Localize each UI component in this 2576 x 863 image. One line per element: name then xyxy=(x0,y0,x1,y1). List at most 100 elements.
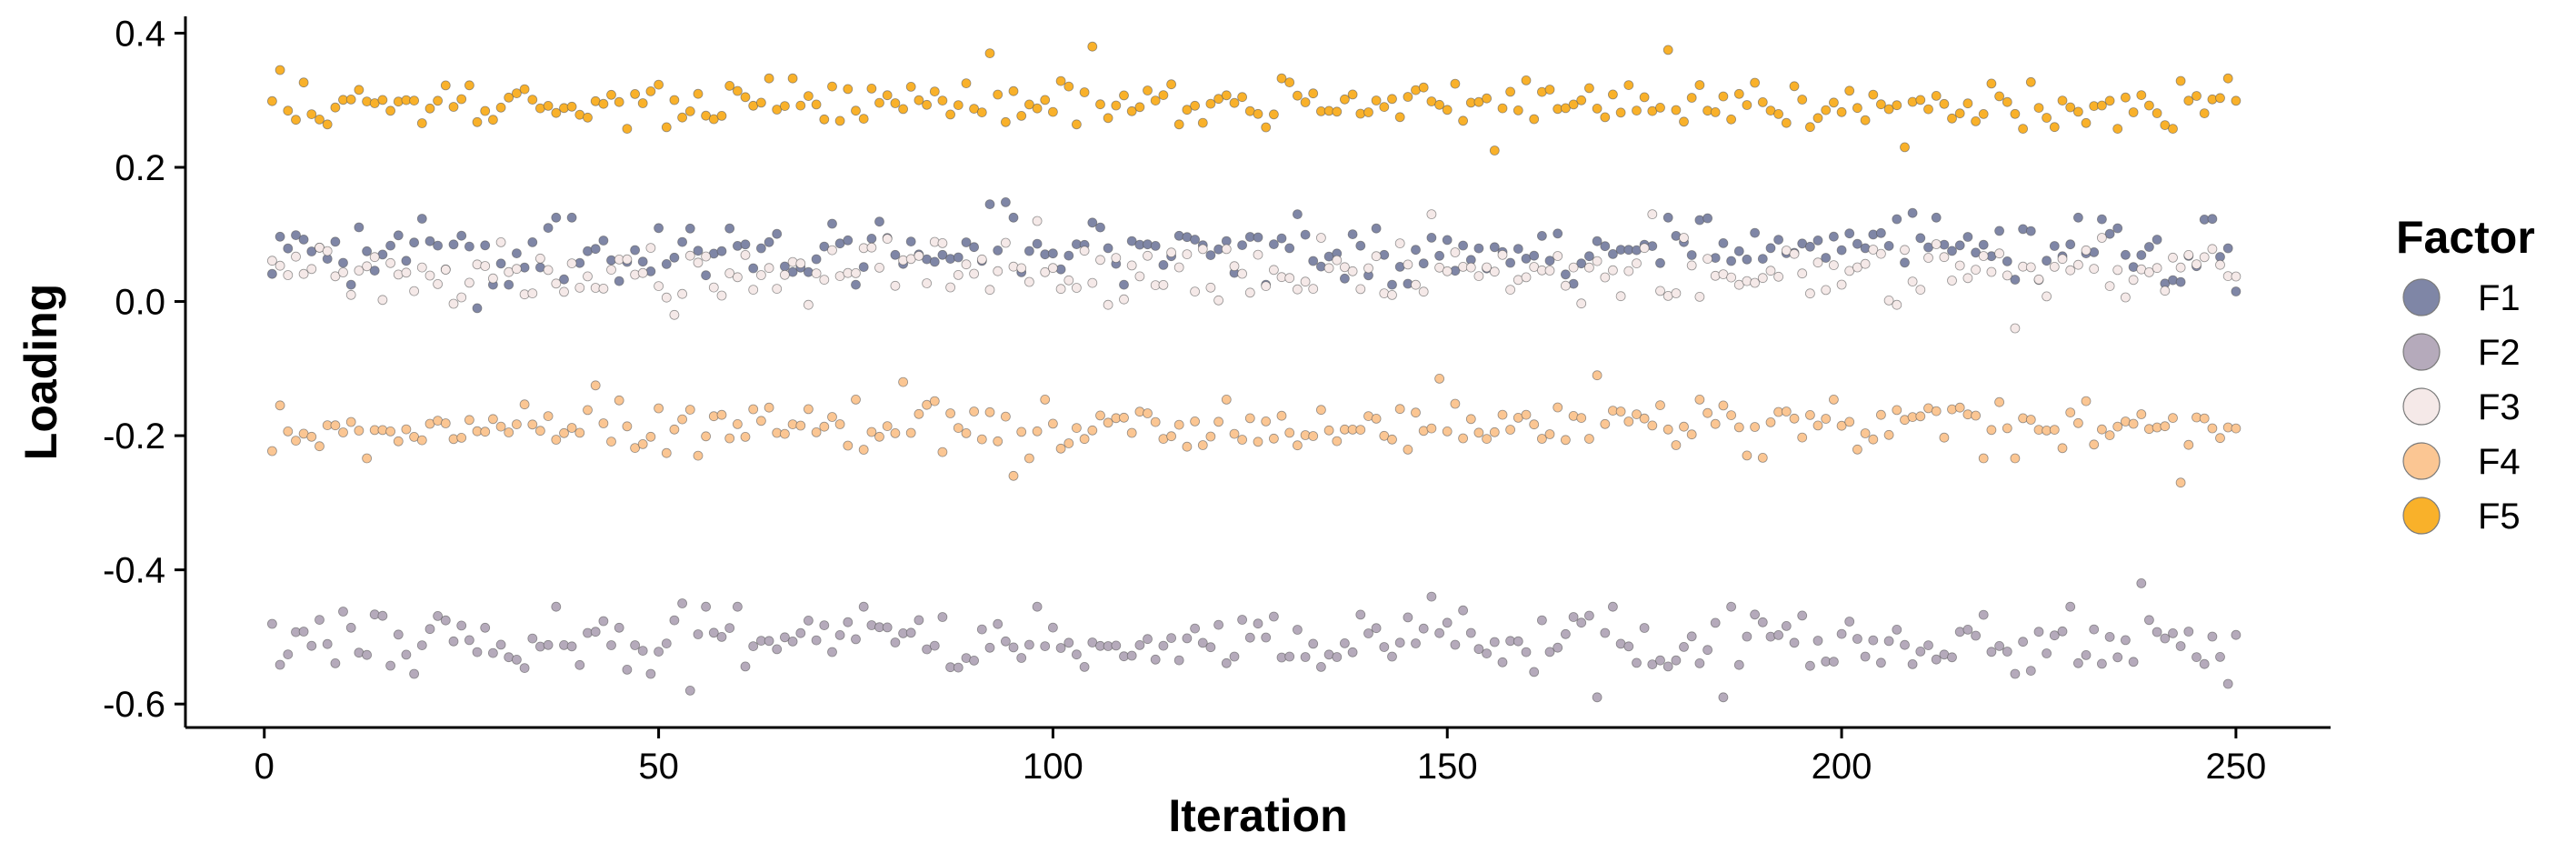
point-f3 xyxy=(527,288,538,299)
point-f1 xyxy=(2096,214,2107,225)
point-f3 xyxy=(1103,299,1113,310)
point-f1 xyxy=(851,279,861,290)
point-f5 xyxy=(2065,102,2076,113)
point-f3 xyxy=(1986,266,1997,277)
point-f1 xyxy=(2112,223,2123,234)
point-f2 xyxy=(1789,637,1800,648)
point-f3 xyxy=(2112,265,2123,276)
point-f3 xyxy=(922,278,932,288)
point-f1 xyxy=(1694,215,1705,226)
point-f4 xyxy=(480,426,491,437)
point-f2 xyxy=(1892,625,1902,635)
legend-title: Factor xyxy=(2396,212,2535,263)
point-f3 xyxy=(1900,245,1910,256)
point-f1 xyxy=(2152,235,2162,245)
point-f2 xyxy=(2042,648,2052,658)
point-f4 xyxy=(2207,423,2218,434)
point-f4 xyxy=(330,420,341,431)
point-f1 xyxy=(2207,214,2218,225)
point-f3 xyxy=(1403,259,1413,270)
point-f4 xyxy=(512,419,522,430)
legend-swatch-f5 xyxy=(2402,497,2441,535)
point-f1 xyxy=(1915,233,1926,244)
point-f3 xyxy=(1632,258,1642,269)
point-f2 xyxy=(969,656,979,666)
point-f1 xyxy=(1473,243,1484,254)
point-f5 xyxy=(677,112,687,123)
point-f1 xyxy=(890,249,901,260)
point-f4 xyxy=(811,426,822,437)
point-f5 xyxy=(929,86,940,96)
point-f2 xyxy=(275,659,285,670)
point-f3 xyxy=(1316,233,1326,243)
point-f5 xyxy=(661,122,672,133)
point-f2 xyxy=(645,668,656,679)
point-f3 xyxy=(1411,279,1421,290)
point-f3 xyxy=(1639,243,1650,254)
point-f4 xyxy=(1868,434,1879,445)
point-f4 xyxy=(1276,410,1287,421)
point-f1 xyxy=(637,256,648,267)
point-f2 xyxy=(1166,633,1176,643)
point-f1 xyxy=(693,246,704,256)
point-f2 xyxy=(1316,662,1326,672)
point-f3 xyxy=(1907,276,1918,287)
point-f4 xyxy=(2128,418,2139,429)
point-f5 xyxy=(1173,119,1184,130)
point-f1 xyxy=(1001,196,1011,207)
point-f2 xyxy=(322,638,333,649)
point-f1 xyxy=(385,240,396,251)
point-f3 xyxy=(1883,295,1894,306)
point-f1 xyxy=(1836,245,1847,256)
point-f4 xyxy=(583,405,593,416)
point-f3 xyxy=(874,262,884,273)
point-f4 xyxy=(733,418,743,429)
point-f5 xyxy=(1394,112,1405,123)
point-f3 xyxy=(1757,273,1768,284)
point-f3 xyxy=(2002,270,2012,281)
point-f4 xyxy=(1994,396,2005,407)
point-f1 xyxy=(2222,243,2233,254)
point-f2 xyxy=(2160,633,2171,644)
point-f5 xyxy=(1986,78,1997,89)
point-f3 xyxy=(2089,264,2100,275)
point-f4 xyxy=(1182,441,1193,452)
point-f4 xyxy=(2199,413,2210,424)
point-f2 xyxy=(362,649,373,660)
point-f2 xyxy=(1900,639,1910,650)
point-f5 xyxy=(937,95,948,105)
point-f2 xyxy=(266,618,277,629)
point-f3 xyxy=(661,292,672,303)
point-f1 xyxy=(1655,257,1665,268)
point-f2 xyxy=(1584,610,1594,621)
point-f3 xyxy=(1647,209,1658,220)
point-f4 xyxy=(1986,425,1997,436)
point-f5 xyxy=(1166,79,1176,90)
point-f1 xyxy=(654,223,664,234)
point-f3 xyxy=(330,271,341,282)
point-f2 xyxy=(1497,657,1508,667)
point-f1 xyxy=(1387,279,1397,290)
point-f4 xyxy=(1103,417,1113,428)
point-f1 xyxy=(369,266,380,276)
point-f2 xyxy=(661,638,672,648)
point-f2 xyxy=(1394,637,1405,648)
point-f4 xyxy=(914,408,924,419)
point-f2 xyxy=(1875,657,1886,668)
point-f4 xyxy=(543,411,554,422)
point-f3 xyxy=(1497,249,1508,260)
point-f4 xyxy=(2096,424,2107,435)
point-f5 xyxy=(583,112,593,123)
point-f3 xyxy=(1971,265,1982,276)
point-f2 xyxy=(1623,641,1634,652)
point-f3 xyxy=(338,267,348,277)
point-f2 xyxy=(574,659,585,670)
point-f5 xyxy=(2018,124,2029,135)
point-f5 xyxy=(1892,100,1902,111)
point-f3 xyxy=(1040,266,1051,277)
point-f2 xyxy=(598,616,609,627)
point-f4 xyxy=(843,440,854,451)
point-f2 xyxy=(843,617,854,627)
point-f2 xyxy=(1143,634,1153,645)
point-f5 xyxy=(1686,93,1697,103)
